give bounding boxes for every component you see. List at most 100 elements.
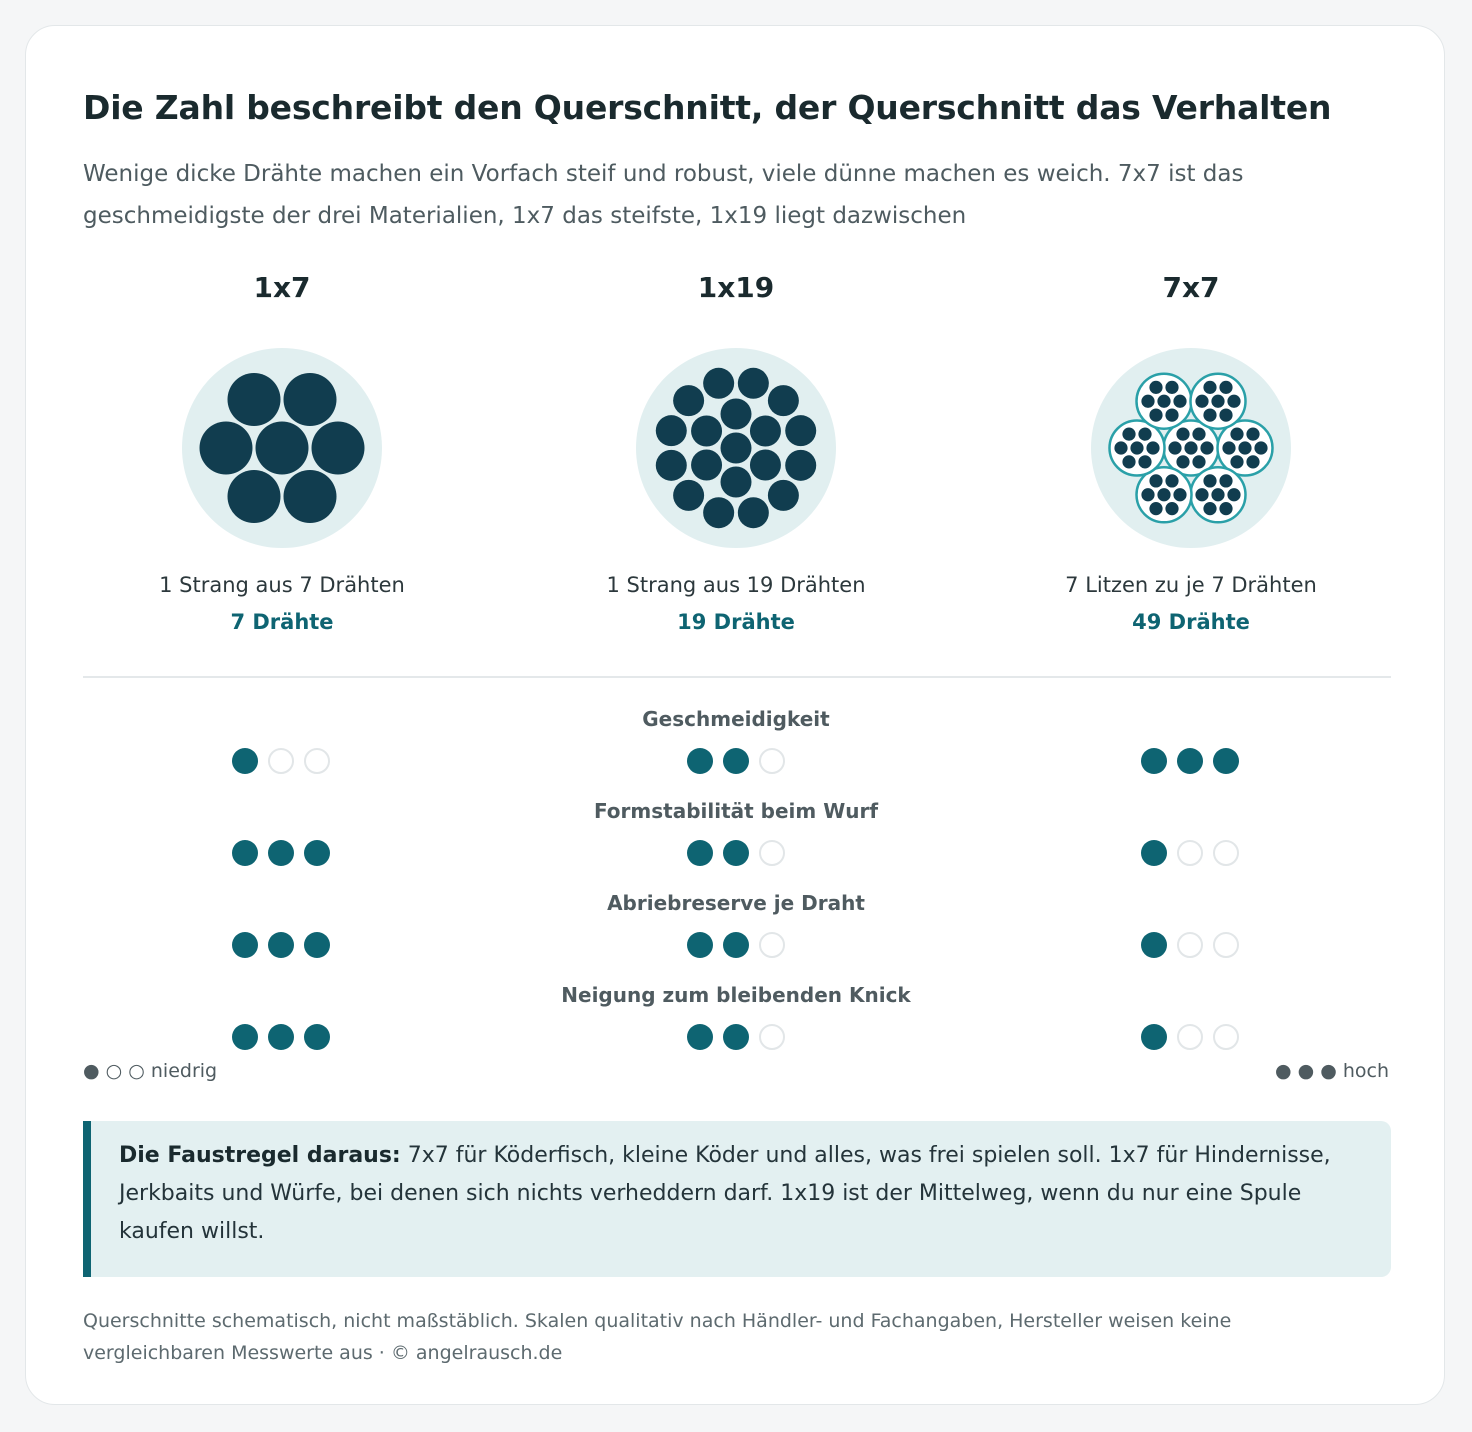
wire (1165, 408, 1179, 422)
rule-of-thumb-callout: Die Faustregel daraus: 7x7 für Köderfisc… (83, 1121, 1391, 1277)
wire (1138, 455, 1152, 469)
column-wire-count: 7 Drähte (230, 610, 334, 634)
wire (255, 421, 309, 475)
metric-label: Formstabilität beim Wurf (593, 799, 879, 823)
wire (199, 421, 253, 475)
metric-label: Neigung zum bleibenden Knick (561, 983, 911, 1007)
rating-dot-empty (1213, 932, 1239, 958)
rating-dots (1141, 839, 1251, 867)
wire (1254, 441, 1268, 455)
rating-dot-filled (268, 840, 294, 866)
wire (1146, 441, 1160, 455)
wire (1149, 408, 1163, 422)
wire (767, 385, 799, 417)
rating-dot-filled (1141, 840, 1167, 866)
rating-dot-filled (304, 1024, 330, 1050)
wire (1130, 441, 1144, 455)
rating-dots (687, 747, 797, 775)
wire (283, 373, 337, 426)
wire (1219, 380, 1233, 394)
rating-dot-filled (232, 748, 258, 774)
page-title: Die Zahl beschreibt den Querschnitt, der… (83, 88, 1332, 127)
legend-low-symbols: ● ○ ○ (83, 1060, 145, 1082)
rating-dot-filled (268, 1024, 294, 1050)
wire (737, 367, 769, 399)
wire (673, 385, 705, 417)
wire (1230, 427, 1244, 441)
wire (1203, 380, 1217, 394)
wire (1141, 488, 1155, 502)
legend-high: ● ● ● hoch (1275, 1060, 1389, 1082)
cross-section-1x7-diagram (182, 348, 382, 548)
wire (785, 415, 817, 447)
wire (1168, 441, 1182, 455)
wire (283, 470, 337, 523)
wire (1227, 394, 1241, 408)
wire (1227, 488, 1241, 502)
legend-low-label: niedrig (150, 1060, 218, 1082)
wire (1211, 394, 1225, 408)
rating-dot-empty (1177, 840, 1203, 866)
rating-dots (687, 931, 797, 959)
column-description: 1 Strang aus 19 Drähten (606, 573, 866, 597)
rating-dot-empty (1177, 1024, 1203, 1050)
wire (1219, 502, 1233, 516)
wire (749, 449, 781, 481)
wire (1200, 441, 1214, 455)
wire (737, 497, 769, 529)
wire (1195, 394, 1209, 408)
footnote: Querschnitte schematisch, nicht maßstäbl… (83, 1310, 1232, 1364)
rating-dot-empty (268, 748, 294, 774)
wire (1149, 502, 1163, 516)
rating-dot-filled (268, 932, 294, 958)
rating-dot-filled (687, 932, 713, 958)
wire (1173, 488, 1187, 502)
rating-dot-empty (759, 748, 785, 774)
wire (749, 415, 781, 447)
infographic-card: Die Zahl beschreibt den Querschnitt, der… (25, 25, 1445, 1405)
legend-low: ● ○ ○ niedrig (83, 1060, 217, 1082)
rating-dot-filled (1213, 748, 1239, 774)
cross-section-1x19-diagram (636, 348, 836, 548)
wire (720, 398, 752, 430)
rating-dots (1141, 931, 1251, 959)
wire (227, 470, 281, 523)
rating-dot-empty (1213, 840, 1239, 866)
column-description: 7 Litzen zu je 7 Drähten (1065, 573, 1317, 597)
wire (1219, 408, 1233, 422)
rating-dot-empty (1213, 1024, 1239, 1050)
wire (673, 479, 705, 511)
wire (1203, 408, 1217, 422)
wire (1246, 427, 1260, 441)
legend-high-symbols: ● ● ● (1274, 1060, 1337, 1082)
rating-dot-empty (759, 840, 785, 866)
wire (1165, 380, 1179, 394)
callout-lead: Die Faustregel daraus: (119, 1143, 401, 1168)
wire (311, 421, 365, 475)
column-description: 1 Strang aus 7 Drähten (159, 573, 405, 597)
rating-dot-filled (723, 748, 749, 774)
wire (1176, 455, 1190, 469)
rating-dot-empty (759, 932, 785, 958)
wire (703, 367, 735, 399)
wire (1165, 502, 1179, 516)
wire (1138, 427, 1152, 441)
wire (1173, 394, 1187, 408)
rating-dot-filled (232, 932, 258, 958)
rating-dot-empty (1177, 932, 1203, 958)
wire (655, 449, 687, 481)
wire (767, 479, 799, 511)
wire (1192, 427, 1206, 441)
wire (1222, 441, 1236, 455)
wire (691, 415, 723, 447)
rating-dot-empty (759, 1024, 785, 1050)
rating-dots (232, 747, 342, 775)
column-wire-count: 49 Drähte (1132, 610, 1250, 634)
rating-dot-empty (304, 748, 330, 774)
wire (1246, 455, 1260, 469)
wire (1203, 474, 1217, 488)
wire (1157, 394, 1171, 408)
rating-dot-filled (723, 840, 749, 866)
wire (720, 432, 752, 464)
wire (1211, 488, 1225, 502)
